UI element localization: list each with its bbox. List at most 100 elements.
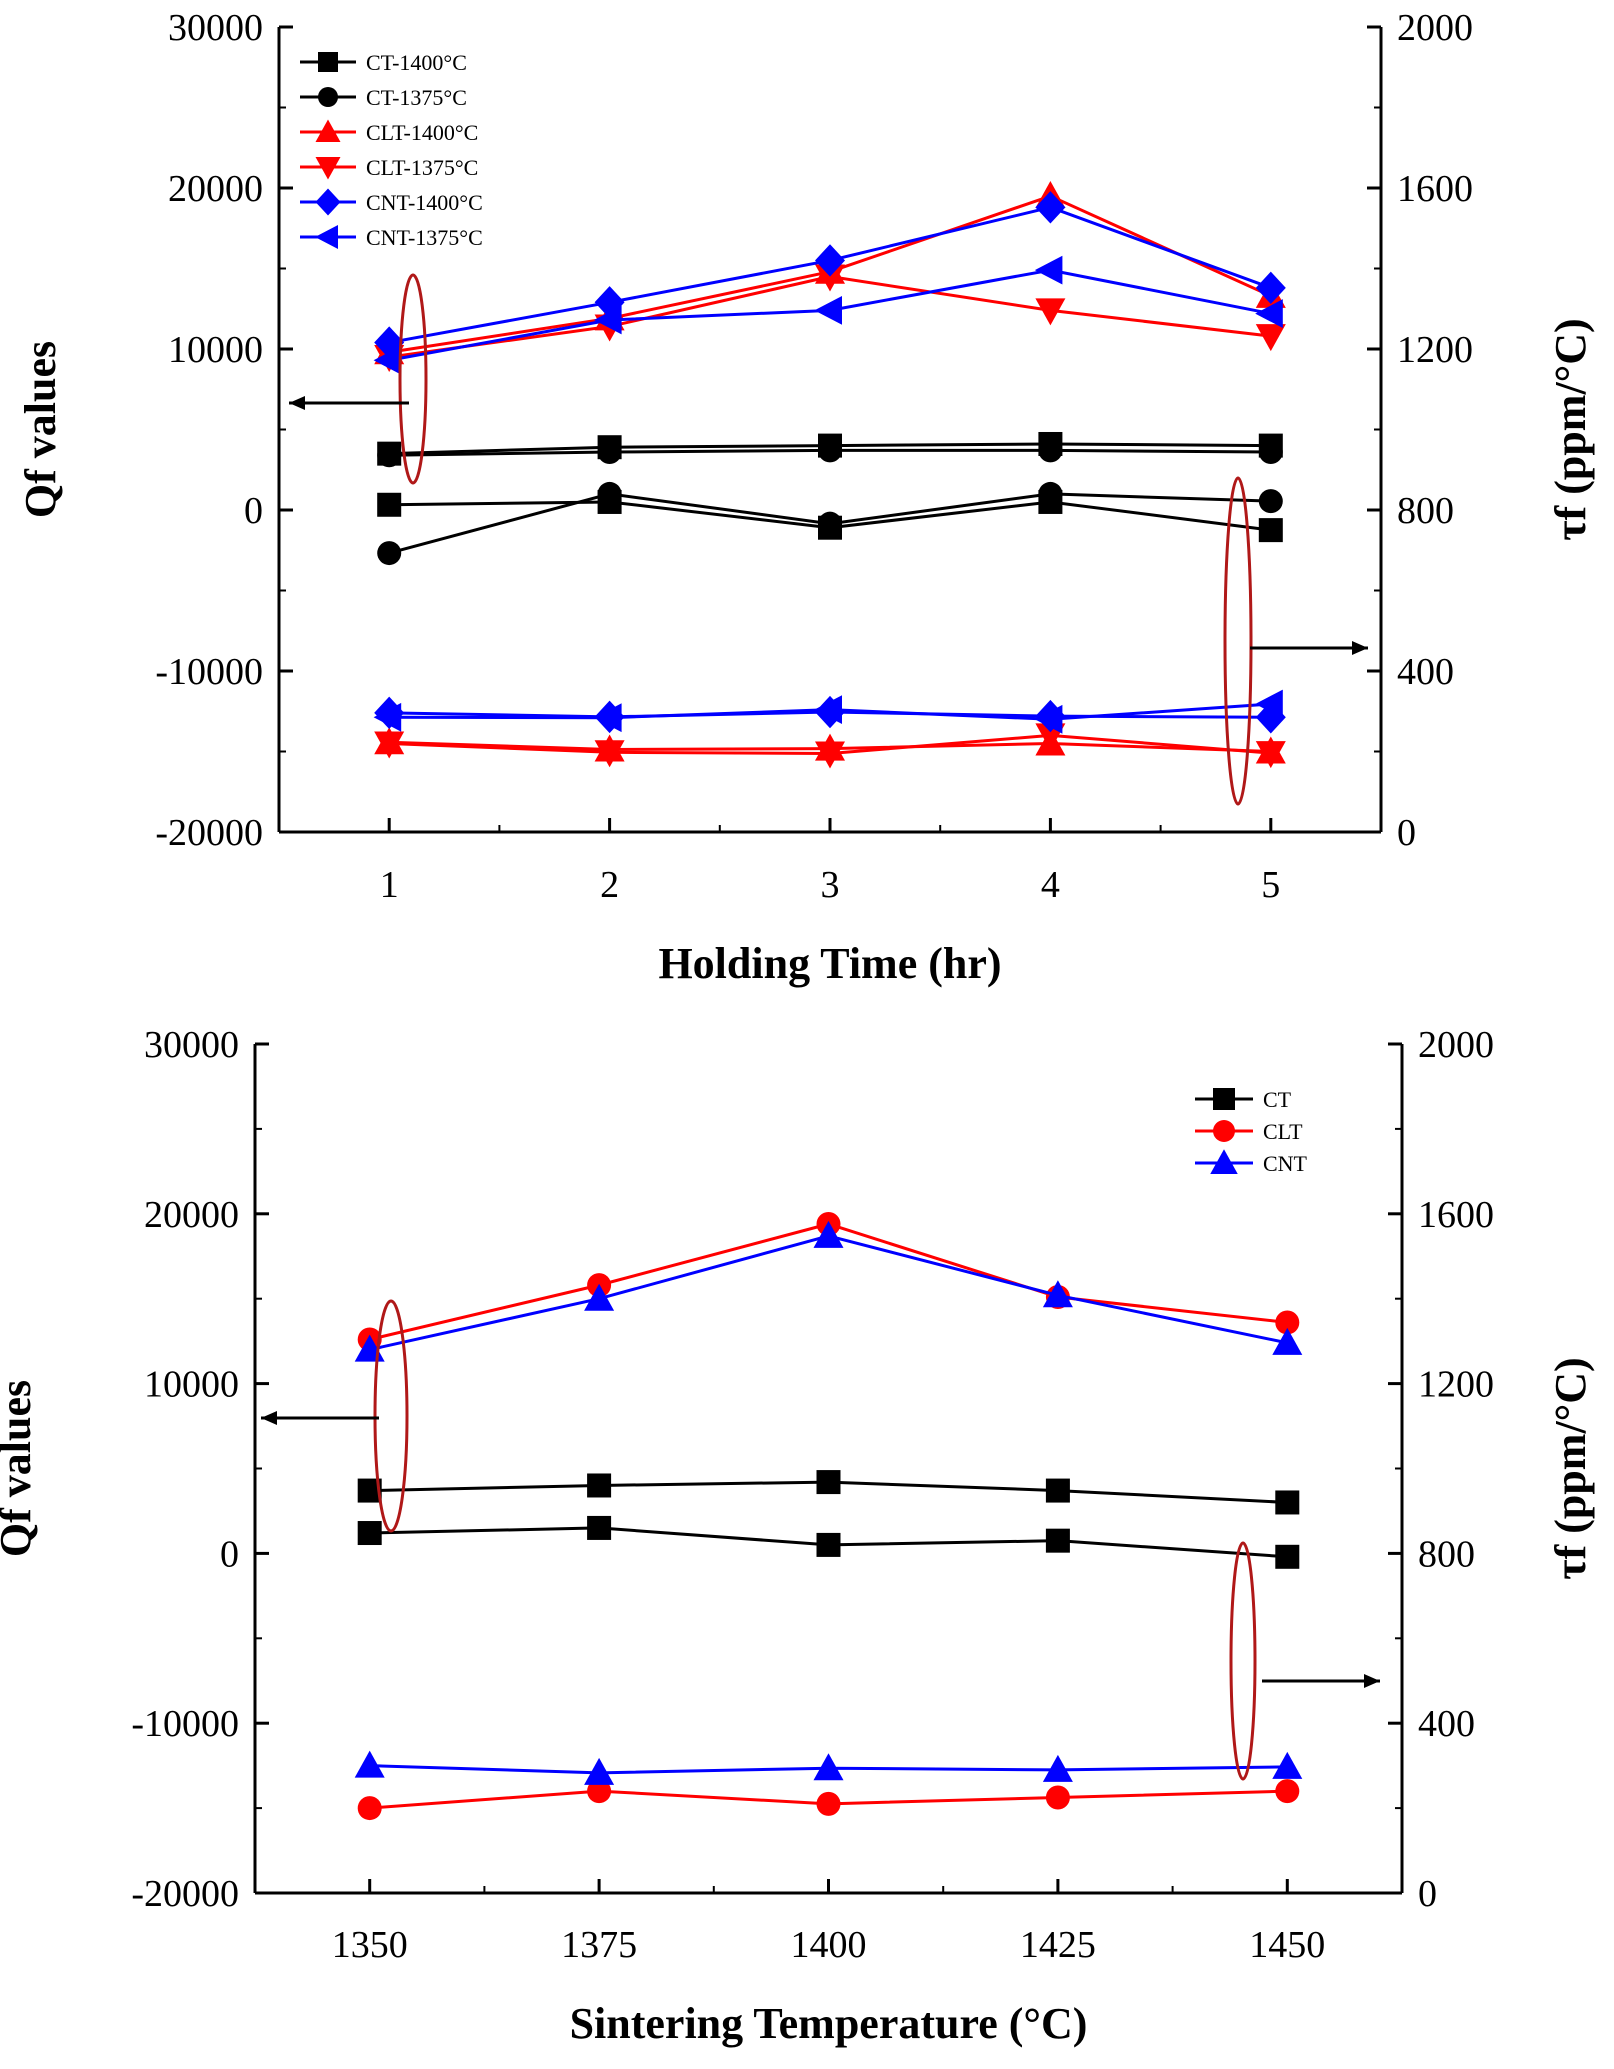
x-tick-label: 1450	[1249, 1924, 1325, 1966]
axis-indicator-arrow-head	[261, 1411, 277, 1425]
marker-square	[1275, 1490, 1300, 1515]
legend-item: CLT-1400°C	[300, 119, 478, 145]
series-group	[373, 181, 1286, 769]
x-tick-label: 2	[600, 864, 619, 906]
marker-triangle-down	[594, 740, 625, 768]
y-axis-title: Qf values	[0, 1380, 40, 1557]
axis-indicator-arrow-head	[1352, 641, 1368, 655]
marker-circle	[377, 443, 402, 468]
marker-triangle-up	[354, 1750, 385, 1778]
marker-diamond	[1255, 271, 1286, 305]
marker-triangle-left	[1255, 689, 1283, 719]
y2-tick-label: 1600	[1418, 1194, 1494, 1236]
y-tick-label: -10000	[131, 1703, 239, 1745]
series-ct	[357, 1470, 1300, 1569]
x-axis-title: Holding Time (hr)	[658, 939, 1001, 988]
y-tick-label: 30000	[168, 7, 263, 49]
series-ct-1375-c	[377, 438, 1283, 566]
x-tick-label: 1400	[791, 1924, 867, 1966]
marker-circle	[1213, 1120, 1235, 1142]
annotations	[289, 273, 1368, 806]
marker-triangle-left	[1034, 255, 1063, 285]
marker-triangle-up	[813, 1220, 844, 1248]
marker-triangle-down	[815, 264, 845, 292]
marker-circle	[1045, 1785, 1070, 1810]
y-tick-label: -20000	[155, 812, 263, 854]
marker-circle	[1258, 489, 1283, 514]
legend-item: CT-1375°C	[300, 85, 467, 110]
y-tick-label: 20000	[168, 168, 263, 210]
marker-circle	[587, 1779, 612, 1804]
x-tick-label: 3	[821, 864, 840, 906]
marker-triangle-up	[1210, 1149, 1238, 1174]
x-axis-title: Sintering Temperature (°C)	[570, 1999, 1088, 2048]
marker-diamond	[815, 244, 845, 277]
highlight-ellipse	[1229, 1541, 1257, 1781]
marker-circle	[1275, 1779, 1300, 1804]
holding-time-chart: 30000 20000 10000 0 -10000 -20000 2000 1600 1200…	[16, 7, 1595, 988]
marker-triangle-down	[374, 731, 405, 759]
x-tick-label: 1	[380, 864, 399, 906]
marker-triangle-up	[1042, 1754, 1073, 1782]
marker-triangle-left	[814, 695, 842, 725]
y-tick-label: 30000	[144, 1024, 239, 1066]
marker-circle	[818, 438, 842, 463]
legend-label: CNT-1400°C	[366, 190, 483, 215]
marker-triangle-down	[815, 741, 845, 769]
marker-square	[816, 1532, 841, 1557]
marker-circle	[818, 511, 842, 536]
legend-label: CT-1375°C	[366, 85, 467, 110]
highlight-ellipse	[1223, 476, 1253, 806]
legend-label: CLT-1400°C	[366, 120, 478, 145]
marker-square	[587, 1515, 612, 1540]
marker-triangle-up	[1042, 1280, 1073, 1308]
y-tick-label: -10000	[155, 651, 263, 693]
y2-tick-label: 400	[1397, 651, 1454, 693]
marker-square	[1045, 1478, 1070, 1503]
marker-square	[1045, 1528, 1070, 1553]
y-tick-label: 10000	[168, 329, 263, 371]
marker-diamond	[315, 188, 341, 216]
marker-triangle-up	[584, 1283, 615, 1311]
y2-axis-title: τf (ppm/°C)	[1546, 1357, 1595, 1579]
marker-triangle-up	[813, 1753, 844, 1781]
y-axis-title: Qf values	[16, 341, 65, 518]
marker-diamond	[1035, 191, 1066, 224]
y2-tick-label: 800	[1397, 490, 1454, 532]
legend-item: CNT	[1195, 1149, 1308, 1176]
legend-label: CLT	[1263, 1119, 1303, 1144]
series-cnt	[354, 1220, 1303, 1785]
legend-item: CNT-1400°C	[300, 188, 483, 216]
y-tick-label: 20000	[144, 1194, 239, 1236]
legend: CT CLT CNT	[1195, 1087, 1308, 1176]
marker-square	[1258, 518, 1283, 543]
legend: CT-1400°C CT-1375°C CLT-1400°C CLT-1375°C CN…	[300, 50, 483, 250]
marker-square	[1275, 1544, 1300, 1569]
highlight-ellipse	[373, 1299, 409, 1533]
x-tick-label: 4	[1041, 864, 1060, 906]
sintering-temperature-chart: 30000 20000 10000 0 -10000 -20000 2000 1600 1200…	[0, 1024, 1595, 2048]
marker-circle	[1258, 440, 1283, 465]
axes: 30000 20000 10000 0 -10000 -20000 2000 1600 1200…	[0, 1024, 1595, 2048]
marker-triangle-left	[373, 345, 402, 375]
x-tick-label: 5	[1261, 864, 1280, 906]
annotations	[261, 1299, 1380, 1781]
y2-tick-label: 1200	[1418, 1364, 1494, 1406]
marker-triangle-left	[1255, 299, 1283, 328]
marker-triangle-left	[814, 295, 842, 325]
marker-circle	[1038, 481, 1063, 506]
legend-item: CLT-1375°C	[300, 155, 478, 180]
y2-axis-title: τf (ppm/°C)	[1546, 318, 1595, 540]
marker-triangle-down	[1255, 324, 1286, 352]
marker-triangle-up	[1272, 1327, 1303, 1355]
y2-tick-label: 2000	[1418, 1024, 1494, 1066]
marker-triangle-left	[315, 225, 338, 249]
x-tick-label: 1375	[561, 1924, 637, 1966]
marker-triangle-left	[594, 703, 622, 733]
marker-square	[1213, 1088, 1235, 1110]
y-tick-label: 0	[244, 490, 263, 532]
axis-indicator-arrow-head	[1364, 1674, 1380, 1688]
series-clt	[357, 1211, 1300, 1821]
marker-square	[587, 1473, 612, 1498]
marker-triangle-up	[1272, 1751, 1303, 1779]
